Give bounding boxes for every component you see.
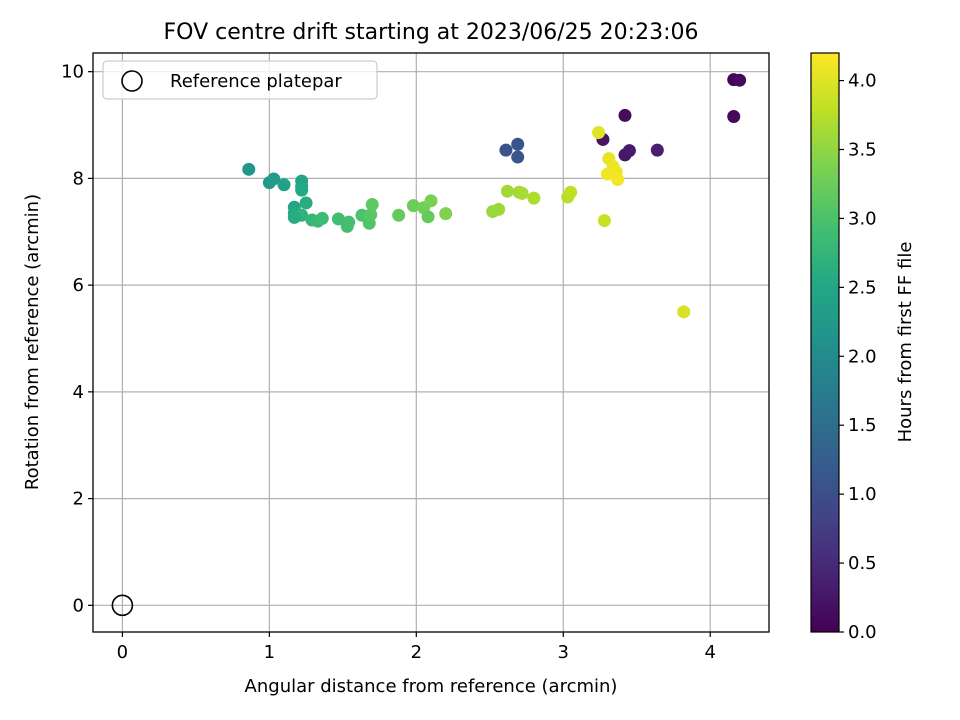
- y-tick-label: 2: [73, 489, 84, 510]
- y-axis-ticks: 0 2 4 6 8 10: [61, 62, 93, 616]
- x-tick-label: 4: [704, 642, 715, 663]
- colorbar-label: Hours from first FF file: [895, 242, 916, 443]
- colorbar-tick-label: 4.0: [848, 71, 877, 92]
- data-point: [511, 150, 525, 164]
- data-point: [611, 172, 625, 186]
- reference-platepar-marker: [111, 594, 134, 617]
- data-point: [677, 305, 691, 319]
- data-point: [597, 214, 611, 228]
- data-point: [424, 194, 438, 208]
- colorbar: 0.0 0.5 1.0 1.5 2.0 2.5 3.0 3.5 4.0 Hours from f…: [810, 52, 916, 643]
- x-axis-ticks: 0 1 2 3 4: [117, 632, 716, 663]
- data-point: [622, 144, 636, 158]
- data-point: [439, 207, 453, 221]
- grid: [93, 53, 769, 632]
- data-point: [733, 73, 747, 87]
- y-tick-label: 0: [73, 595, 84, 616]
- colorbar-tick-label: 2.0: [848, 346, 877, 367]
- colorbar-tick-label: 0.5: [848, 553, 877, 574]
- data-point: [421, 210, 435, 224]
- data-point: [592, 126, 606, 140]
- x-axis-label: Angular distance from reference (arcmin): [245, 676, 618, 697]
- legend-box: [102, 60, 378, 100]
- x-tick-label: 0: [117, 642, 128, 663]
- colorbar-tick-label: 3.5: [848, 140, 877, 161]
- colorbar-tick-label: 1.0: [848, 484, 877, 505]
- data-point: [600, 167, 614, 181]
- data-point: [364, 208, 378, 222]
- data-point: [267, 172, 281, 186]
- data-points: [111, 73, 747, 617]
- colorbar-tick-label: 2.5: [848, 277, 877, 298]
- y-tick-label: 8: [73, 168, 84, 189]
- data-point: [499, 143, 513, 157]
- data-point: [295, 183, 309, 197]
- data-point: [315, 211, 329, 225]
- data-point: [342, 215, 356, 229]
- legend-reference-marker: [121, 70, 143, 92]
- data-point: [727, 110, 741, 124]
- y-tick-label: 10: [61, 62, 84, 83]
- colorbar-tick-label: 0.0: [848, 622, 877, 643]
- x-tick-label: 1: [264, 642, 275, 663]
- x-tick-label: 2: [411, 642, 422, 663]
- data-point: [392, 208, 406, 222]
- plot-area-frame: [92, 52, 770, 633]
- data-point: [618, 108, 632, 122]
- data-point: [242, 162, 256, 176]
- legend-entry-reference-platepar: Reference platepar: [170, 71, 342, 92]
- data-point: [515, 186, 529, 200]
- colorbar-gradient: [810, 52, 840, 633]
- colorbar-ticks: 0.0 0.5 1.0 1.5 2.0 2.5 3.0 3.5 4.0: [839, 71, 877, 643]
- data-point: [287, 210, 301, 224]
- data-point: [564, 185, 578, 199]
- data-point: [277, 178, 291, 192]
- y-tick-label: 4: [73, 382, 84, 403]
- y-tick-label: 6: [73, 275, 84, 296]
- chart-title: FOV centre drift starting at 2023/06/25 …: [164, 20, 699, 45]
- data-point: [650, 143, 664, 157]
- data-point: [492, 202, 506, 216]
- colorbar-tick-label: 3.0: [848, 208, 877, 229]
- data-point: [331, 212, 345, 226]
- y-axis-label: Rotation from reference (arcmin): [22, 194, 43, 490]
- data-point: [406, 199, 420, 213]
- data-point: [500, 184, 514, 198]
- data-point: [511, 137, 525, 151]
- data-point: [365, 198, 379, 212]
- data-point: [299, 196, 313, 210]
- legend: Reference platepar: [102, 60, 378, 100]
- x-tick-label: 3: [558, 642, 569, 663]
- data-point: [527, 191, 541, 205]
- colorbar-tick-label: 1.5: [848, 415, 877, 436]
